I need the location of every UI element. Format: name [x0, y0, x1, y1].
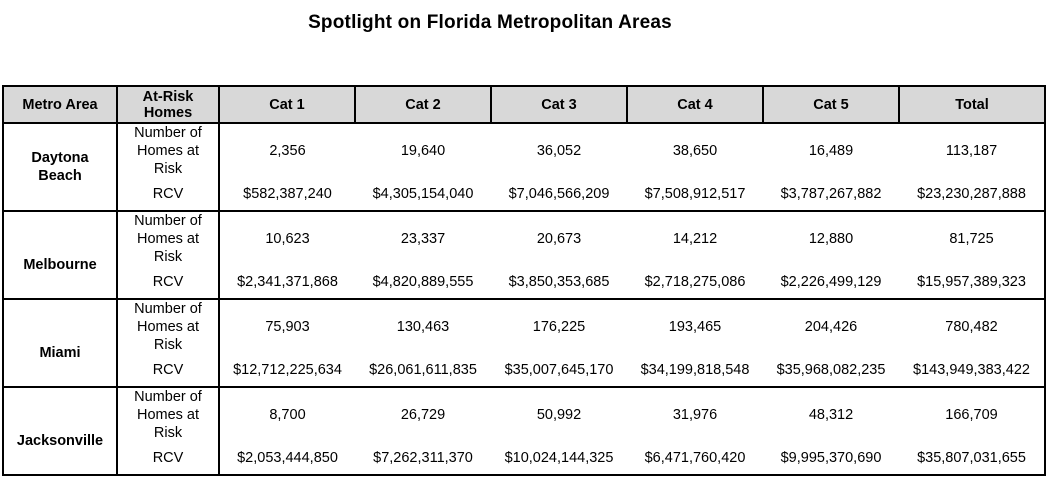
cell-cat1-rcv: $12,712,225,634 [233, 362, 342, 378]
label-line2: Homes at [136, 143, 200, 159]
table-row: RCV $2,341,371,868 $4,820,889,555 $3,850… [3, 266, 1046, 299]
cell-total-rcv: $23,230,287,888 [899, 178, 1046, 211]
metro-name-line1: Daytona [31, 150, 89, 166]
metro-group-miami: Miami Number of Homes at Risk 75,903 130… [2, 299, 1046, 387]
metro-name: Daytona Beach [2, 123, 118, 211]
metro-name: Miami [2, 299, 118, 387]
cell-cat4-rcv: $2,718,275,086 [644, 274, 746, 290]
metro-group-daytona-beach: Daytona Beach Number of Homes at Risk 2,… [2, 123, 1046, 211]
label-line2: Homes at [136, 319, 200, 335]
header-total: Total [898, 85, 1046, 124]
row-label-homes-at-risk: Number of Homes at Risk [117, 387, 220, 442]
cell-cat1-rcv: $582,387,240 [243, 186, 332, 202]
label-line1: Number of [134, 213, 202, 229]
label-line1: Number of [134, 301, 202, 317]
label-line3: Risk [153, 249, 183, 265]
table-row: RCV $2,053,444,850 $7,262,311,370 $10,02… [3, 442, 1046, 475]
label-line3: Risk [153, 425, 183, 441]
row-label-rcv: RCV [117, 266, 220, 299]
table-row: RCV $12,712,225,634 $26,061,611,835 $35,… [3, 354, 1046, 387]
cell-cat4-count: 14,212 [672, 231, 718, 247]
cell-cat4-rcv: $34,199,818,548 [640, 362, 750, 378]
cell-cat3-count: 36,052 [536, 143, 582, 159]
cell-cat5-rcv: $9,995,370,690 [780, 450, 882, 466]
metro-name-line2: Beach [38, 168, 82, 184]
cell-cat5-rcv: $2,226,499,129 [780, 274, 882, 290]
page-title: Spotlight on Florida Metropolitan Areas [308, 12, 672, 33]
cell-cat4-rcv: $7,508,912,517 [644, 186, 746, 202]
cell-cat3-rcv: $7,046,566,209 [508, 186, 610, 202]
header-cat2: Cat 2 [354, 85, 492, 124]
cell-cat3-rcv: $35,007,645,170 [504, 362, 614, 378]
cell-total-count: 780,482 [899, 299, 1046, 354]
header-at-risk-homes: At-Risk Homes [116, 85, 220, 124]
cell-cat2-count: 19,640 [400, 143, 446, 159]
cell-cat2-count: 130,463 [396, 319, 450, 335]
table-row: RCV $582,387,240 $4,305,154,040 $7,046,5… [3, 178, 1046, 211]
row-label-homes-at-risk: Number of Homes at Risk [117, 123, 220, 178]
cell-cat3-rcv: $3,850,353,685 [508, 274, 610, 290]
metro-group-jacksonville: Jacksonville Number of Homes at Risk 8,7… [2, 387, 1046, 475]
cell-cat4-count: 193,465 [668, 319, 722, 335]
header-cat4: Cat 4 [626, 85, 764, 124]
label-line1: Number of [134, 389, 202, 405]
label-line3: Risk [153, 161, 183, 177]
cell-cat1-count: 2,356 [269, 143, 306, 159]
cell-cat3-rcv: $10,024,144,325 [504, 450, 614, 466]
header-cat5: Cat 5 [762, 85, 900, 124]
row-label-homes-at-risk: Number of Homes at Risk [117, 299, 220, 354]
cell-cat2-count: 26,729 [400, 407, 446, 423]
label-line2: Homes at [136, 231, 200, 247]
metro-name: Melbourne [2, 211, 118, 299]
cell-cat4-rcv: $6,471,760,420 [644, 450, 746, 466]
cell-cat1-count: 10,623 [265, 231, 310, 247]
label-line2: Homes at [136, 407, 200, 423]
cell-cat4-count: 38,650 [672, 143, 718, 159]
table-row: Miami Number of Homes at Risk 75,903 130… [2, 299, 1046, 387]
cell-cat1-count: 75,903 [265, 319, 310, 335]
table-row: Melbourne Number of Homes at Risk 10,623… [2, 211, 1046, 299]
cell-cat2-rcv: $26,061,611,835 [369, 362, 477, 378]
header-at-risk-line1: At-Risk [142, 88, 194, 105]
header-at-risk-line2: Homes [143, 104, 193, 121]
metro-risk-table: Metro Area At-Risk Homes Cat 1 Cat 2 Cat… [2, 85, 1046, 476]
cell-cat2-rcv: $4,305,154,040 [372, 186, 474, 202]
cell-total-rcv: $35,807,031,655 [899, 442, 1046, 475]
row-label-rcv: RCV [117, 178, 220, 211]
cell-cat3-count: 20,673 [536, 231, 582, 247]
row-label-homes-at-risk: Number of Homes at Risk [117, 211, 220, 266]
label-line1: Number of [134, 125, 202, 141]
header-cat1: Cat 1 [218, 85, 356, 124]
cell-cat5-count: 204,426 [804, 319, 858, 335]
metro-name: Jacksonville [2, 387, 118, 475]
table-header: Metro Area At-Risk Homes Cat 1 Cat 2 Cat… [2, 85, 1046, 124]
cell-cat3-count: 50,992 [536, 407, 582, 423]
cell-cat1-rcv: $2,053,444,850 [237, 450, 338, 466]
header-metro-area: Metro Area [2, 85, 118, 124]
cell-total-count: 166,709 [899, 387, 1046, 442]
table-row: Jacksonville Number of Homes at Risk 8,7… [2, 387, 1046, 475]
cell-total-count: 81,725 [899, 211, 1046, 266]
metro-group-melbourne: Melbourne Number of Homes at Risk 10,623… [2, 211, 1046, 299]
label-line3: Risk [153, 337, 183, 353]
cell-cat5-rcv: $35,968,082,235 [776, 362, 886, 378]
cell-cat5-count: 12,880 [808, 231, 854, 247]
cell-cat4-count: 31,976 [672, 407, 718, 423]
cell-cat3-count: 176,225 [532, 319, 586, 335]
cell-cat1-count: 8,700 [269, 407, 306, 423]
cell-cat2-rcv: $7,262,311,370 [373, 450, 473, 466]
cell-cat2-rcv: $4,820,889,555 [372, 274, 474, 290]
table-row: Daytona Beach Number of Homes at Risk 2,… [2, 123, 1046, 211]
cell-cat1-rcv: $2,341,371,868 [237, 274, 338, 290]
row-label-rcv: RCV [117, 354, 220, 387]
cell-cat5-count: 16,489 [808, 143, 854, 159]
header-cat3: Cat 3 [490, 85, 628, 124]
cell-total-count: 113,187 [899, 123, 1046, 178]
row-label-rcv: RCV [117, 442, 220, 475]
cell-total-rcv: $143,949,383,422 [899, 354, 1046, 387]
cell-cat5-count: 48,312 [808, 407, 854, 423]
cell-cat2-count: 23,337 [400, 231, 446, 247]
cell-cat5-rcv: $3,787,267,882 [780, 186, 882, 202]
cell-total-rcv: $15,957,389,323 [899, 266, 1046, 299]
